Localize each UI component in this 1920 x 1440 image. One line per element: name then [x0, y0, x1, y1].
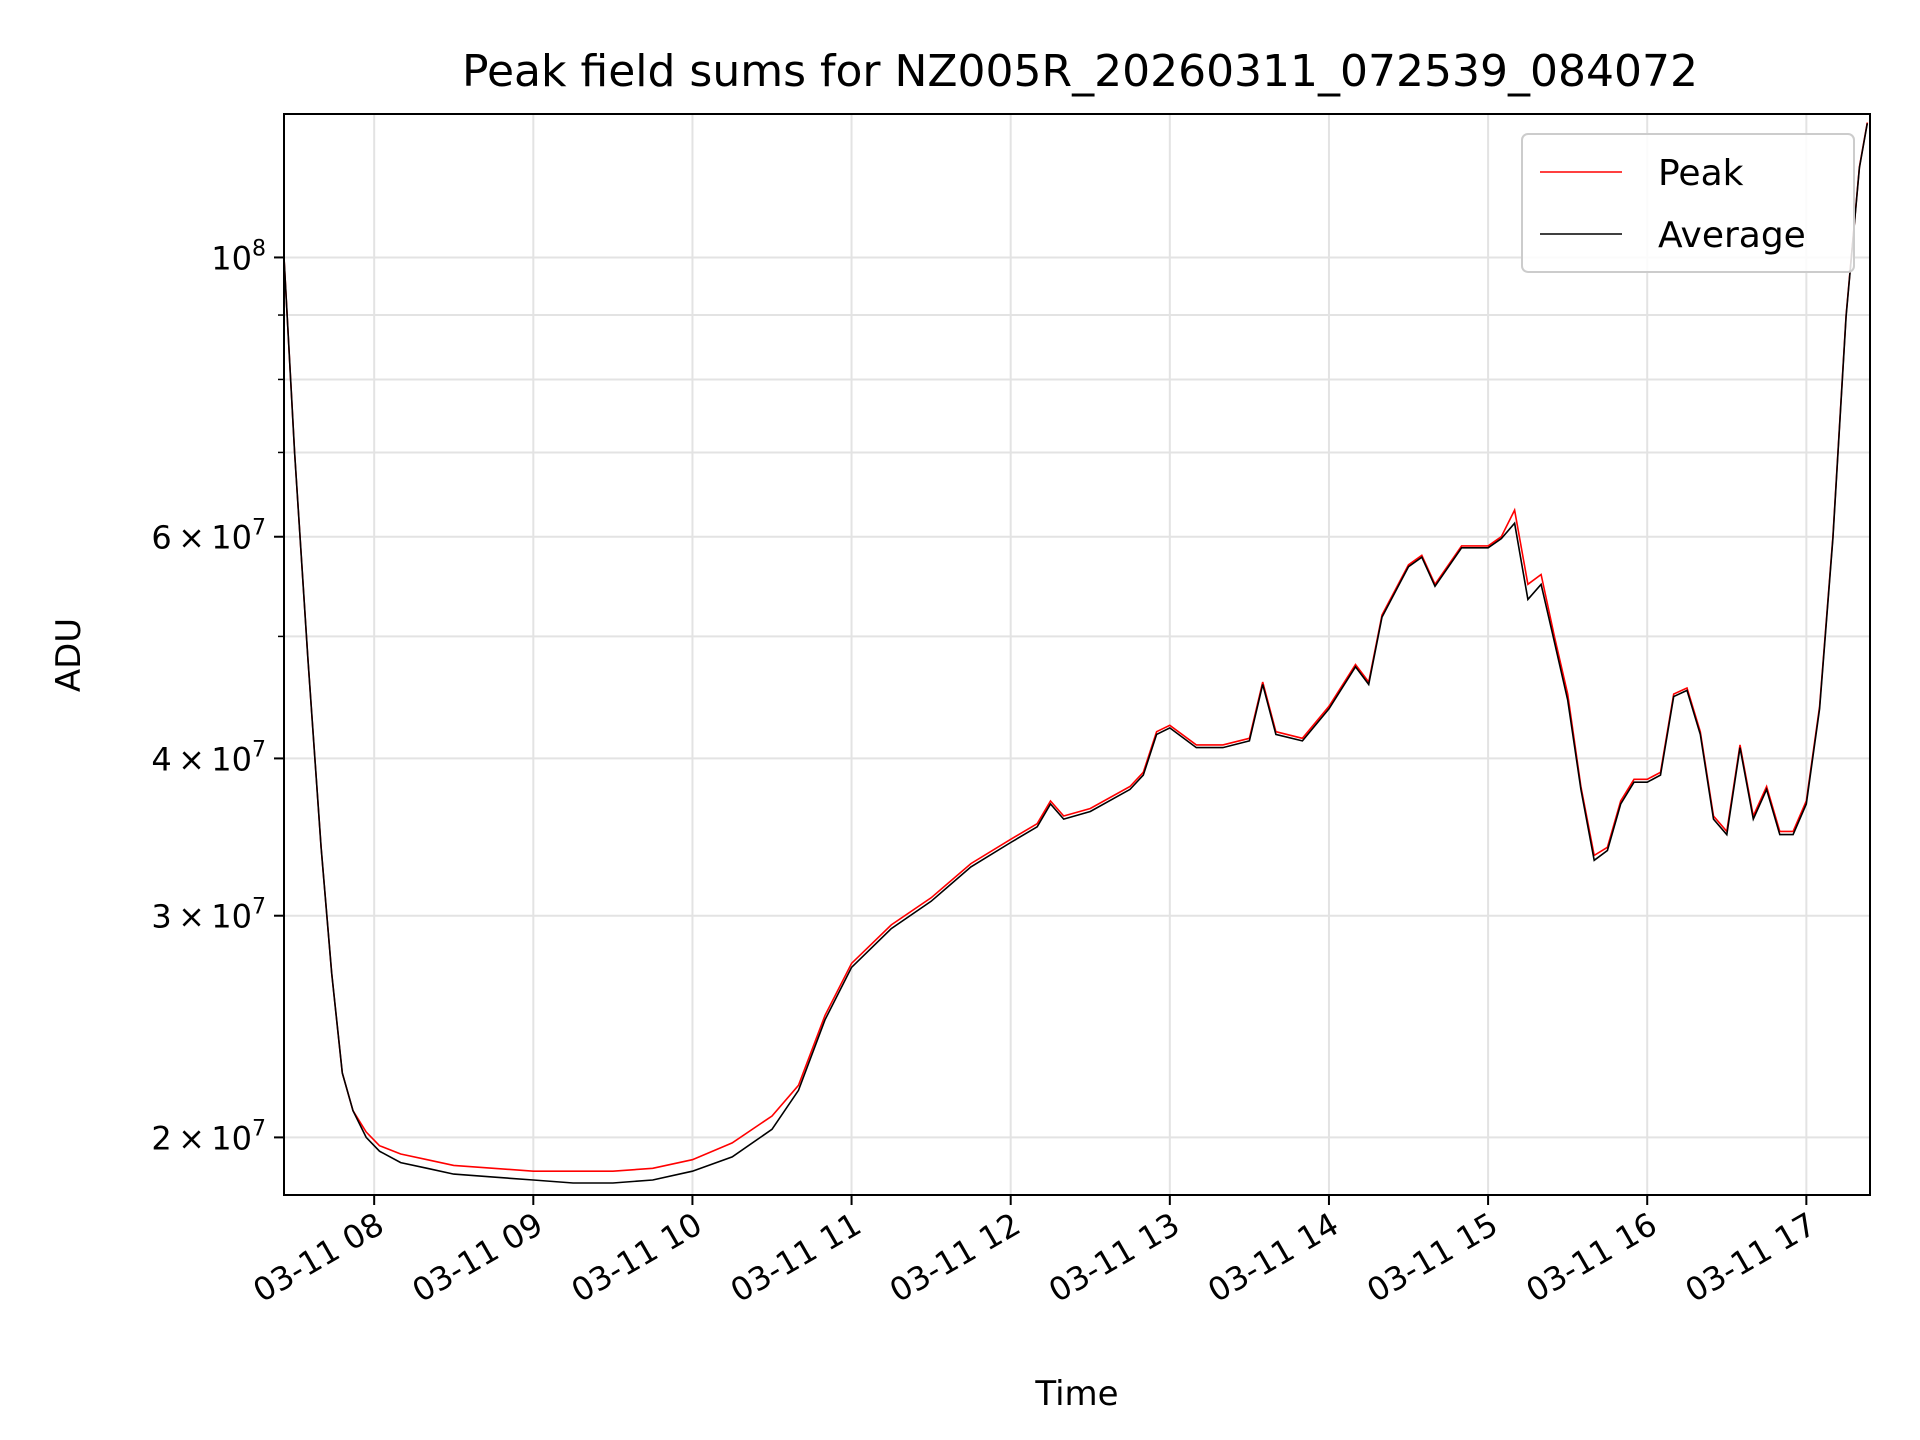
legend-label: Average [1658, 215, 1806, 256]
y-axis: 2 × 107 3 × 107 4 × 107 6 × 107 108 [151, 236, 284, 1157]
y-tick-label: 2 × 107 [151, 1116, 266, 1157]
y-axis-label: ADU [49, 618, 89, 692]
legend-label: Peak [1658, 153, 1744, 194]
legend: Peak Average [1521, 133, 1855, 273]
y-tick-label: 108 [211, 236, 266, 277]
y-tick-label: 6 × 107 [151, 516, 266, 557]
series-layer [284, 122, 1869, 1184]
y-tick-label: 3 × 107 [151, 895, 266, 936]
plot-frame [283, 113, 1871, 1196]
chart-title: Peak field sums for NZ005R_20260311_0725… [462, 46, 1698, 97]
grid-lines [284, 114, 1870, 1195]
x-axis-label: Time [1034, 1374, 1118, 1414]
y-tick-label: 4 × 107 [151, 737, 266, 778]
legend-box [1521, 133, 1855, 273]
series-line-average [284, 123, 1869, 1184]
